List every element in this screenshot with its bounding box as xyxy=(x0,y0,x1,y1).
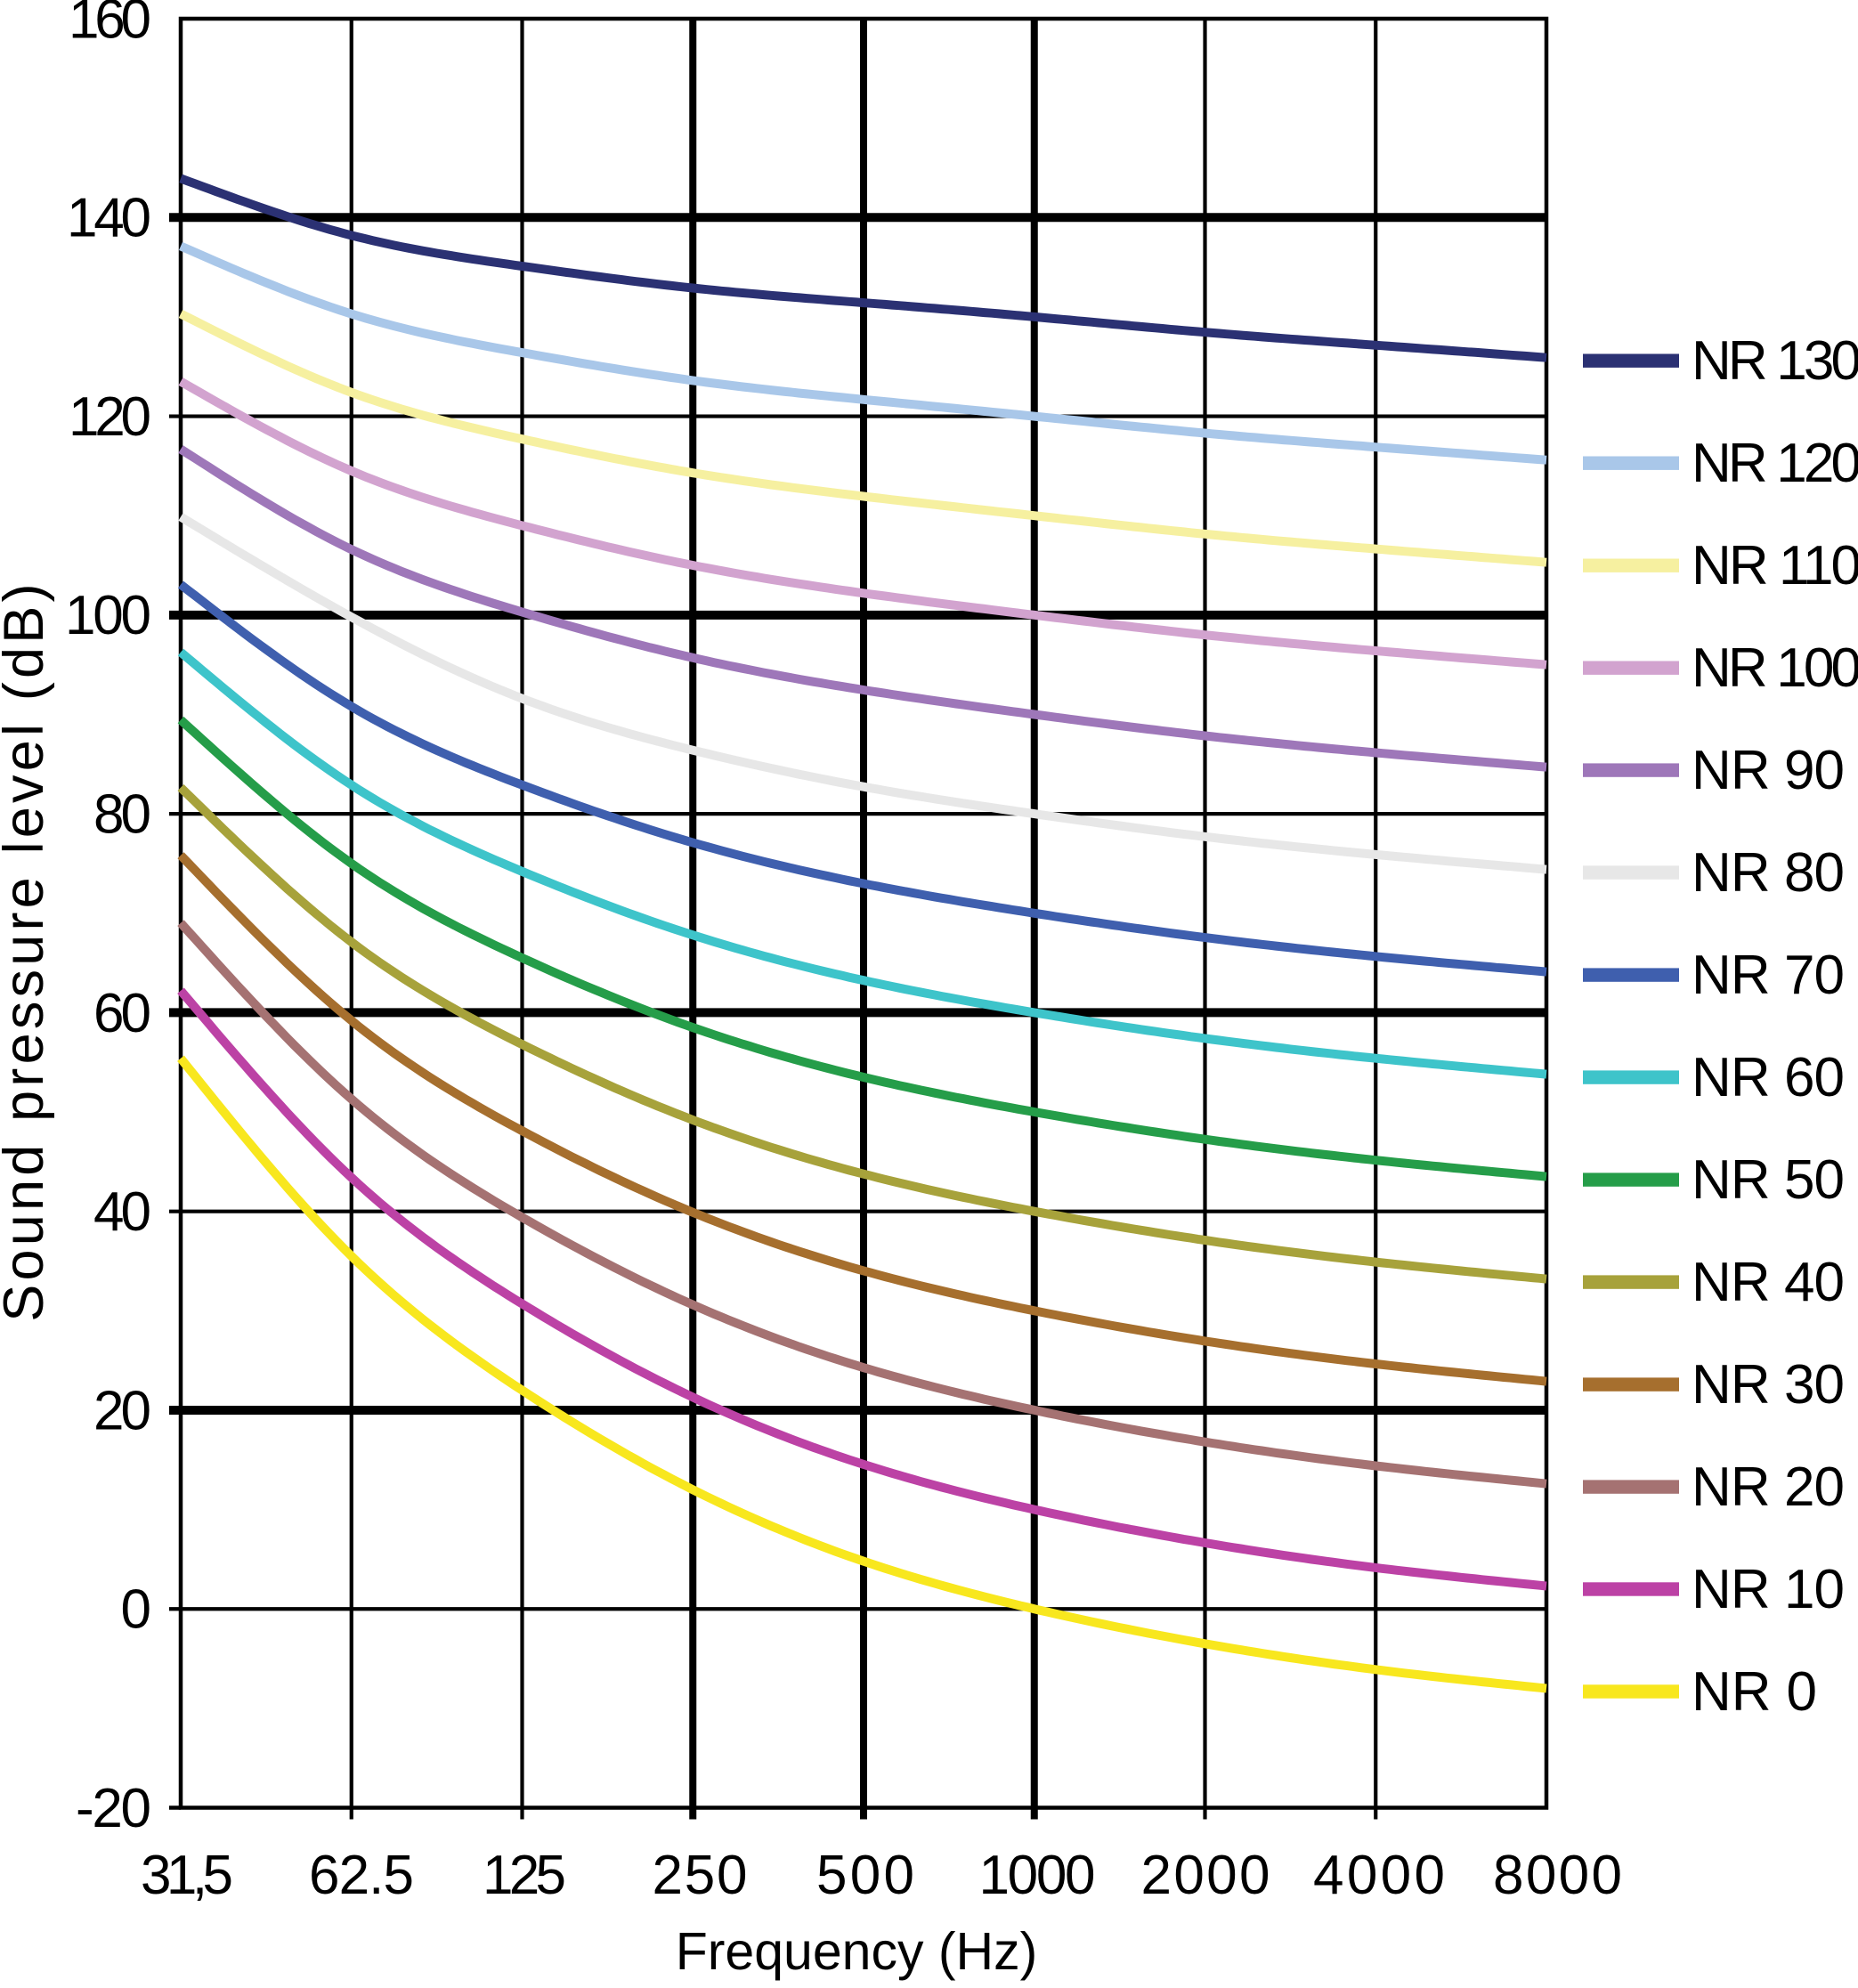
svg-text:80: 80 xyxy=(93,784,151,846)
svg-text:62.5: 62.5 xyxy=(309,1845,414,1906)
svg-text:20: 20 xyxy=(93,1380,151,1441)
svg-text:140: 140 xyxy=(67,188,151,249)
svg-text:NR 100: NR 100 xyxy=(1692,637,1858,699)
svg-text:NR 10: NR 10 xyxy=(1692,1559,1845,1620)
svg-text:0: 0 xyxy=(121,1579,151,1641)
svg-text:NR 60: NR 60 xyxy=(1692,1047,1845,1108)
svg-text:125: 125 xyxy=(483,1845,566,1906)
svg-text:NR 90: NR 90 xyxy=(1692,740,1845,801)
svg-text:Frequency (Hz): Frequency (Hz) xyxy=(676,1922,1038,1981)
svg-text:NR 0: NR 0 xyxy=(1692,1661,1817,1723)
svg-text:1000: 1000 xyxy=(979,1845,1096,1906)
svg-text:100: 100 xyxy=(65,585,151,646)
svg-text:NR 40: NR 40 xyxy=(1692,1252,1845,1313)
svg-text:NR 110: NR 110 xyxy=(1692,535,1858,596)
svg-text:NR 70: NR 70 xyxy=(1692,945,1845,1006)
svg-text:40: 40 xyxy=(93,1181,151,1243)
svg-text:Sound pressure level (dB): Sound pressure level (dB) xyxy=(0,580,55,1321)
svg-text:250: 250 xyxy=(653,1845,748,1906)
svg-text:60: 60 xyxy=(93,983,151,1044)
svg-text:NR 50: NR 50 xyxy=(1692,1149,1845,1211)
svg-text:500: 500 xyxy=(816,1845,914,1906)
svg-text:-20: -20 xyxy=(76,1778,151,1839)
svg-text:NR 80: NR 80 xyxy=(1692,842,1845,904)
svg-text:NR 120: NR 120 xyxy=(1692,433,1858,494)
svg-text:31,5: 31,5 xyxy=(141,1845,233,1906)
svg-text:NR 20: NR 20 xyxy=(1692,1457,1845,1518)
svg-text:NR 130: NR 130 xyxy=(1692,330,1858,392)
svg-text:160: 160 xyxy=(69,0,151,50)
svg-text:NR 30: NR 30 xyxy=(1692,1354,1845,1416)
svg-text:120: 120 xyxy=(69,386,151,448)
